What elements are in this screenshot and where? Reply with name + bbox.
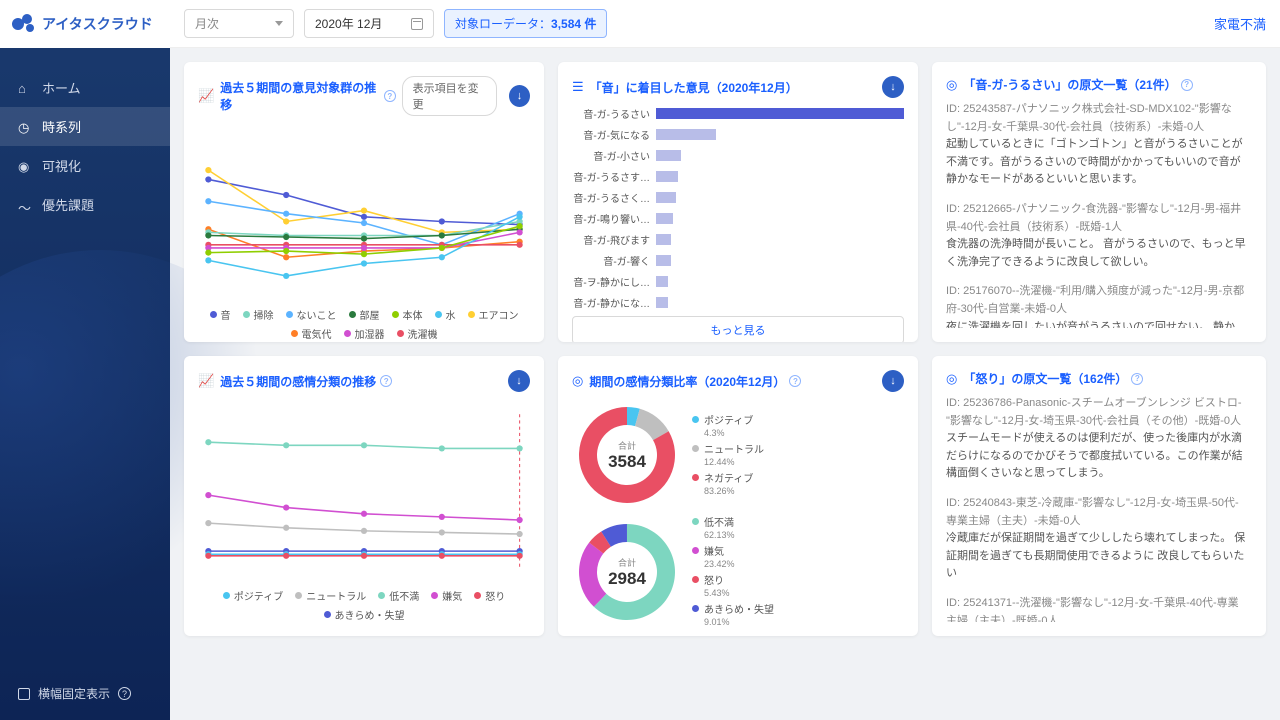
sidebar-footer[interactable]: 横幅固定表示 ? [18,685,131,702]
hbar-row[interactable]: 音-ガ-気になる [572,127,904,142]
legend: 音掃除ないこと部屋本体水エアコン電気代加湿器洗濯機 [198,307,530,341]
download-button[interactable]: ↓ [882,76,904,98]
card-sentiment-ratio: ◎ 期間の感情分類比率（2020年12月）? ↓ 合計3584 ポジティブ4.3… [558,356,918,636]
download-button[interactable]: ↓ [509,85,530,107]
donut-legend: 低不満62.13%嫌気23.42%怒り5.43%あきらめ・失望9.01% [692,514,774,630]
main: 📈 過去５期間の意見対象群の推移? 表示項目を変更 ↓ 音掃除ないこと部屋本体水… [170,48,1280,720]
help-icon[interactable]: ? [380,375,392,387]
download-button[interactable]: ↓ [882,370,904,392]
home-icon: ⌂ [18,81,32,95]
line-chart-icon: 📈 [198,88,214,104]
date-select[interactable]: 2020年 12月 [304,9,434,38]
fixed-width-checkbox[interactable] [18,688,30,700]
hbar-row[interactable]: 音-ガ-うるさい [572,106,904,121]
text-item[interactable]: ID: 25212665-パナソニック-食洗器-"影響なし"-12月-男-福井県… [946,201,1246,271]
logo: アイタスクラウド [0,0,170,48]
period-select[interactable]: 月次 [184,9,294,38]
help-icon[interactable]: ? [384,90,396,102]
clock-icon: ◷ [18,120,32,134]
text-item[interactable]: ID: 25241371--洗濯機-"影響なし"-12月-女-千葉県-40代-専… [946,595,1246,622]
text-item[interactable]: ID: 25243587-パナソニック株式会社-SD-MDX102-"影響なし"… [946,101,1246,189]
sentiment-trend-chart [198,400,530,584]
card-sentiment-trend: 📈 過去５期間の感情分類の推移? ↓ ポジティブニュートラル低不満嫌気怒りあきら… [184,356,544,636]
download-button[interactable]: ↓ [508,370,530,392]
hbar-row[interactable]: 音-ガ-響く [572,253,904,268]
sidebar: アイタスクラウド ⌂ホーム◷時系列◉可視化〜優先課題 横幅固定表示 ? [0,0,170,720]
trend-icon: 〜 [18,198,32,212]
nav-item-home[interactable]: ⌂ホーム [0,68,170,107]
calendar-icon [411,18,423,30]
text-item[interactable]: ID: 25236786-Panasonic-スチームオーブンレンジ ビストロ-… [946,395,1246,483]
nav-item-clock[interactable]: ◷時系列 [0,107,170,146]
hbar-row[interactable]: 音-ガ-うるさす… [572,169,904,184]
help-icon[interactable]: ? [118,687,131,700]
category-link[interactable]: 家電不満 [1214,14,1266,33]
eye-icon: ◉ [18,159,32,173]
hbar-chart: 音-ガ-うるさい音-ガ-気になる音-ガ-小さい音-ガ-うるさす… 音-ガ-うるさく… [572,106,904,316]
chevron-down-icon [275,21,283,26]
help-icon[interactable]: ? [1131,373,1143,385]
nav-item-trend[interactable]: 〜優先課題 [0,185,170,224]
nav: ⌂ホーム◷時系列◉可視化〜優先課題 [0,68,170,224]
card-text-list-2: ◎ 「怒り」の原文一覧（162件）? ID: 25236786-Panasoni… [932,356,1266,636]
logo-icon [12,14,36,34]
topbar: 月次 2020年 12月 対象ローデータ：3,584 件 家電不満 [170,0,1280,48]
nav-item-eye[interactable]: ◉可視化 [0,146,170,185]
text-item[interactable]: ID: 25240843-東芝-冷蔵庫-"影響なし"-12月-女-埼玉県-50代… [946,495,1246,583]
ring-icon: ◎ [572,373,583,389]
hbar-row[interactable]: 音-ガ-飛びます [572,232,904,247]
hbar-row[interactable]: 音-ガ-静かにな… [572,295,904,310]
card-text-list-1: ◎ 「音-ガ-うるさい」の原文一覧（21件）? ID: 25243587-パナソ… [932,62,1266,342]
ring-icon: ◎ [946,77,957,93]
text-list[interactable]: ID: 25243587-パナソニック株式会社-SD-MDX102-"影響なし"… [946,101,1252,328]
ring-icon: ◎ [946,371,957,387]
line-chart-icon: 📈 [198,373,214,389]
fixed-width-label: 横幅固定表示 [38,685,110,702]
help-icon[interactable]: ? [789,375,801,387]
help-icon[interactable]: ? [1181,79,1193,91]
donut-2: 合計2984 [572,517,682,627]
topic-trend-chart [198,124,530,303]
hbar-row[interactable]: 音-ヲ-静かにし… [572,274,904,289]
hbar-row[interactable]: 音-ガ-小さい [572,148,904,163]
list-icon: ☰ [572,79,584,95]
toggle-items-button[interactable]: 表示項目を変更 [402,76,497,116]
text-item[interactable]: ID: 25176070--洗濯機-"利用/購入頻度が減った"-12月-男-京都… [946,283,1246,328]
legend: ポジティブニュートラル低不満嫌気怒りあきらめ・失望 [198,588,530,622]
card-focus-bars: ☰ 「音」に着目した意見（2020年12月） ↓ 音-ガ-うるさい音-ガ-気にな… [558,62,918,342]
more-button[interactable]: もっと見る [572,316,904,342]
card-topic-trend: 📈 過去５期間の意見対象群の推移? 表示項目を変更 ↓ 音掃除ないこと部屋本体水… [184,62,544,342]
text-list[interactable]: ID: 25236786-Panasonic-スチームオーブンレンジ ビストロ-… [946,395,1252,622]
hbar-row[interactable]: 音-ガ-うるさく… [572,190,904,205]
rowcount-badge: 対象ローデータ：3,584 件 [444,9,607,38]
hbar-row[interactable]: 音-ガ-鳴り響い… [572,211,904,226]
app-name: アイタスクラウド [42,14,153,34]
donut-1: 合計3584 [572,400,682,510]
donut-legend: ポジティブ4.3%ニュートラル12.44%ネガティブ83.26% [692,412,764,499]
